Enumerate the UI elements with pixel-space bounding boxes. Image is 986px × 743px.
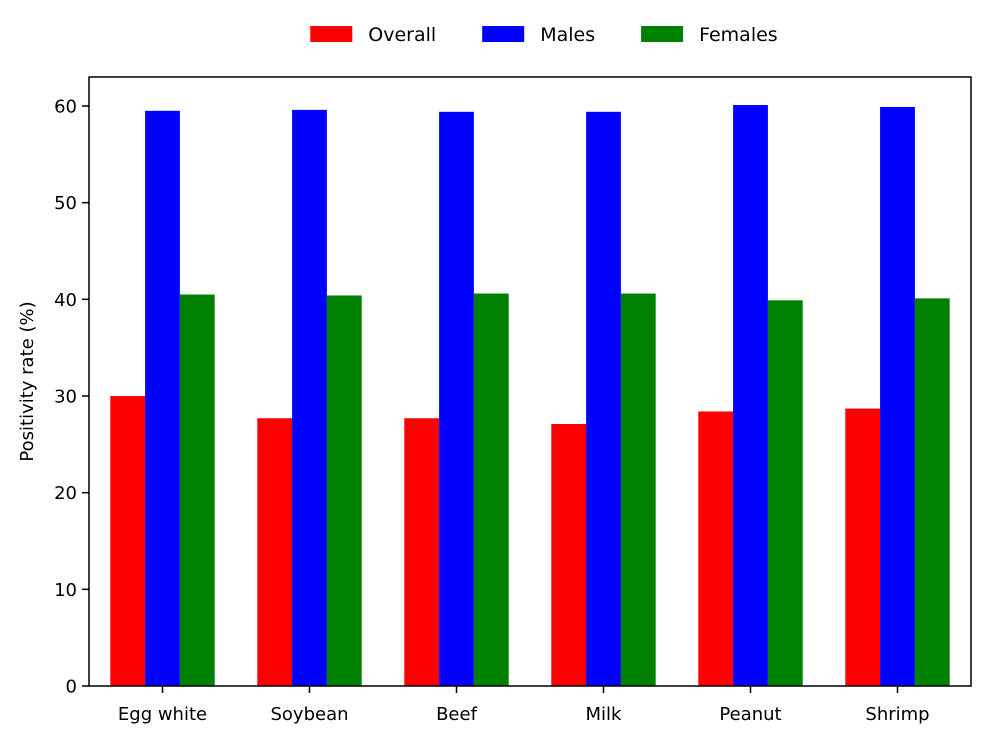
bar-males-shrimp — [880, 106, 915, 687]
bar-overall-egg-white — [110, 396, 146, 686]
bar-overall-milk — [551, 424, 587, 686]
bar-females-beef — [473, 293, 509, 686]
x-tick-label: Beef — [436, 704, 477, 725]
legend-label-males: Males — [540, 24, 595, 46]
legend-swatch-females — [641, 26, 684, 42]
bar-overall-beef — [404, 418, 440, 686]
bar-males-milk — [586, 111, 621, 687]
x-tick-label: Milk — [586, 704, 623, 725]
bar-females-shrimp — [914, 298, 950, 686]
x-tick-label: Peanut — [719, 704, 781, 725]
bar-overall-soybean — [257, 418, 293, 686]
y-tick-label: 10 — [54, 580, 77, 601]
bar-overall-peanut — [698, 411, 734, 686]
y-tick-label: 50 — [54, 193, 77, 214]
bar-females-egg-white — [179, 294, 215, 686]
bar-females-peanut — [767, 300, 803, 686]
bar-females-milk — [620, 293, 656, 686]
x-tick-label: Soybean — [270, 704, 348, 725]
x-tick-label: Shrimp — [865, 704, 929, 725]
y-tick-label: 20 — [54, 483, 77, 504]
bar-males-soybean — [292, 109, 327, 687]
y-tick-label: 60 — [54, 97, 77, 118]
bar-males-peanut — [733, 105, 768, 686]
legend-swatch-overall — [310, 26, 353, 42]
legend-swatch-males — [482, 26, 525, 42]
x-tick-label: Egg white — [118, 704, 207, 725]
bar-overall-shrimp — [845, 408, 881, 686]
legend-label-overall: Overall — [368, 24, 436, 46]
bar-females-soybean — [326, 295, 362, 686]
y-tick-label: 40 — [54, 290, 77, 311]
bar-males-beef — [439, 111, 474, 687]
y-tick-label: 30 — [54, 387, 77, 408]
bars-group — [110, 105, 950, 687]
bar-males-egg-white — [145, 110, 180, 686]
x-axis: Egg white Soybean Beef Milk Peanut Shrimp — [118, 686, 930, 725]
y-tick-label: 0 — [66, 677, 77, 698]
y-axis: 0 10 20 30 40 50 60 — [54, 97, 89, 698]
plot-frame — [88, 76, 972, 687]
y-axis-label: Positivity rate (%) — [17, 301, 38, 461]
legend-label-females: Females — [699, 24, 778, 46]
legend: Overall Males Females — [310, 24, 778, 46]
